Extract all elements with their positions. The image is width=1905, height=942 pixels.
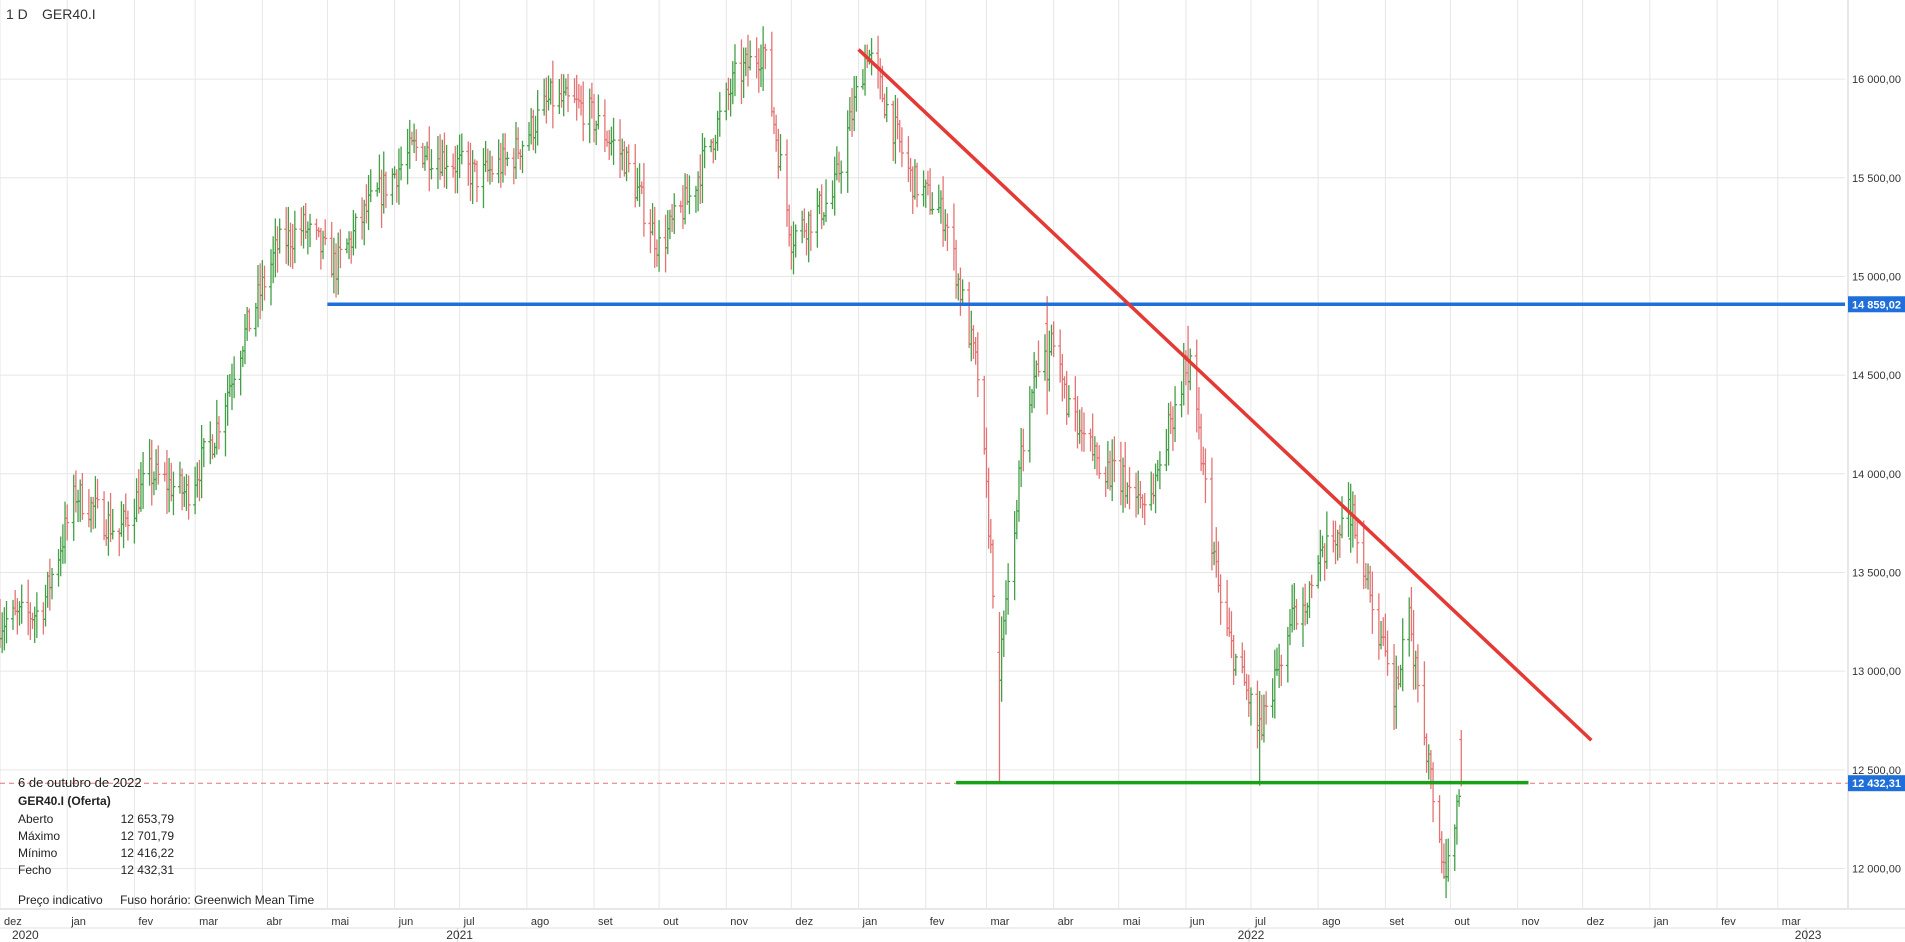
y-tick-label: 13 500,00 xyxy=(1852,567,1901,579)
year-label: 2023 xyxy=(1795,928,1822,942)
x-tick-label: ago xyxy=(531,916,549,928)
ohlc-bars xyxy=(0,26,1464,899)
x-tick-label: abr xyxy=(266,916,282,928)
year-label: 2022 xyxy=(1238,928,1265,942)
current-price-badge xyxy=(1848,775,1905,792)
info-row-open: Aberto 12 653,79 xyxy=(18,812,278,829)
info-label: Máximo xyxy=(18,829,61,843)
trend-lines[interactable] xyxy=(0,48,1848,785)
info-label: Fecho xyxy=(18,863,52,877)
x-tick-label: mai xyxy=(1123,916,1141,928)
info-row-low: Mínimo 12 416,22 xyxy=(18,846,278,863)
price-note: Preço indicativo xyxy=(18,893,103,907)
x-tick-label: mai xyxy=(331,916,349,928)
year-label: 2020 xyxy=(12,928,39,942)
timeframe-label[interactable]: 1 D xyxy=(6,6,28,22)
price-badge xyxy=(1848,296,1905,313)
x-tick-label: ago xyxy=(1322,916,1340,928)
x-tick-label: out xyxy=(663,916,678,928)
x-tick-label: dez xyxy=(4,916,22,928)
symbol-label: GER40.I xyxy=(42,6,96,22)
x-tick-label: abr xyxy=(1058,916,1074,928)
y-tick-label: 14 500,00 xyxy=(1852,370,1901,382)
info-value: 12 416,22 xyxy=(120,846,174,860)
price-axis[interactable]: 12 000,00 12 500,00 13 000,00 13 500,00 14 0… xyxy=(1848,74,1905,876)
x-tick-label: fev xyxy=(1721,916,1736,928)
info-symbol: GER40.I (Oferta) xyxy=(18,794,111,808)
x-tick-label: fev xyxy=(138,916,153,928)
x-tick-label: mar xyxy=(199,916,218,928)
y-tick-label: 14 000,00 xyxy=(1852,469,1901,481)
info-row-close: Fecho 12 432,31 xyxy=(18,863,278,880)
x-tick-label: jul xyxy=(463,916,475,928)
info-date: 6 de outubro de 2022 xyxy=(18,775,142,790)
x-tick-label: nov xyxy=(1522,916,1540,928)
info-value: 12 653,79 xyxy=(120,812,174,826)
y-tick-label: 12 500,00 xyxy=(1852,765,1901,777)
y-tick-label: 13 000,00 xyxy=(1852,666,1901,678)
info-value: 12 432,31 xyxy=(120,863,174,877)
chart-footer: Preço indicativo Fuso horário: Greenwich… xyxy=(18,893,314,907)
current-price-label: 12 432,31 xyxy=(1852,778,1901,790)
x-tick-label: jan xyxy=(1653,916,1669,928)
y-tick-label: 15 000,00 xyxy=(1852,271,1901,283)
y-tick-label: 16 000,00 xyxy=(1852,74,1901,86)
x-tick-label: out xyxy=(1454,916,1469,928)
info-label: Mínimo xyxy=(18,846,58,860)
x-tick-label: set xyxy=(1389,916,1404,928)
x-tick-label: jun xyxy=(398,916,414,928)
info-value: 12 701,79 xyxy=(120,829,174,843)
info-label: Aberto xyxy=(18,812,54,826)
x-tick-label: dez xyxy=(1587,916,1605,928)
x-tick-label: fev xyxy=(930,916,945,928)
time-axis[interactable]: dez jan fev mar abr mai jun jul ago set out nov dez j… xyxy=(4,916,1822,942)
x-tick-label: mar xyxy=(1782,916,1801,928)
y-tick-label: 15 500,00 xyxy=(1852,173,1901,185)
x-tick-label: jun xyxy=(1189,916,1205,928)
x-tick-label: mar xyxy=(990,916,1009,928)
downtrend-trendline[interactable] xyxy=(857,48,1593,742)
x-tick-label: nov xyxy=(730,916,748,928)
x-tick-label: set xyxy=(598,916,613,928)
timezone-note: Fuso horário: Greenwich Mean Time xyxy=(120,893,315,907)
info-row-high: Máximo 12 701,79 xyxy=(18,829,278,846)
ohlc-info-panel: 6 de outubro de 2022 GER40.I (Oferta) Ab… xyxy=(18,775,278,880)
x-tick-label: jul xyxy=(1254,916,1266,928)
x-tick-label: jan xyxy=(70,916,86,928)
x-tick-label: jan xyxy=(862,916,878,928)
price-badge-label: 14 859,02 xyxy=(1852,299,1901,311)
x-tick-label: dez xyxy=(795,916,813,928)
y-tick-label: 12 000,00 xyxy=(1852,864,1901,876)
year-label: 2021 xyxy=(446,928,473,942)
